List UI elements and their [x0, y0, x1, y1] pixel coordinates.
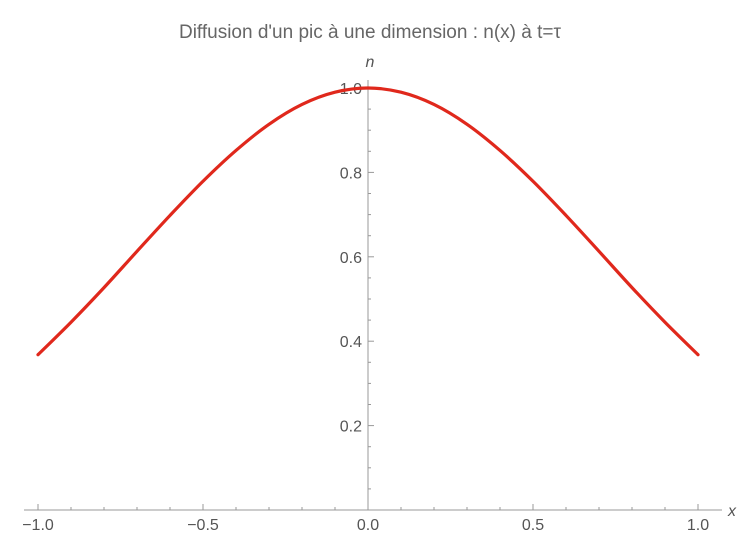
- x-tick-label: −0.5: [187, 517, 219, 534]
- axes: [24, 80, 722, 511]
- minor-ticks: [70, 108, 666, 510]
- y-tick-label: 0.6: [340, 250, 362, 267]
- y-axis-label: n: [366, 54, 375, 71]
- y-tick-label: 0.8: [340, 165, 362, 182]
- major-ticks: [37, 87, 699, 510]
- x-tick-label: 1.0: [687, 517, 709, 534]
- y-tick-label: 0.2: [340, 419, 362, 436]
- x-tick-label: 0.0: [357, 517, 379, 534]
- series-layer: [36, 86, 700, 357]
- y-tick-label: 0.4: [340, 334, 362, 351]
- series-line: [36, 86, 700, 357]
- x-tick-label: −1.0: [22, 517, 54, 534]
- chart-title: Diffusion d'un pic à une dimension : n(x…: [179, 22, 562, 43]
- x-tick-label: 0.5: [522, 517, 544, 534]
- x-axis-label: x: [727, 503, 737, 520]
- tick-labels: −1.0 −0.5 0.0 0.5 1.00.20.40.60.81.0: [22, 81, 709, 534]
